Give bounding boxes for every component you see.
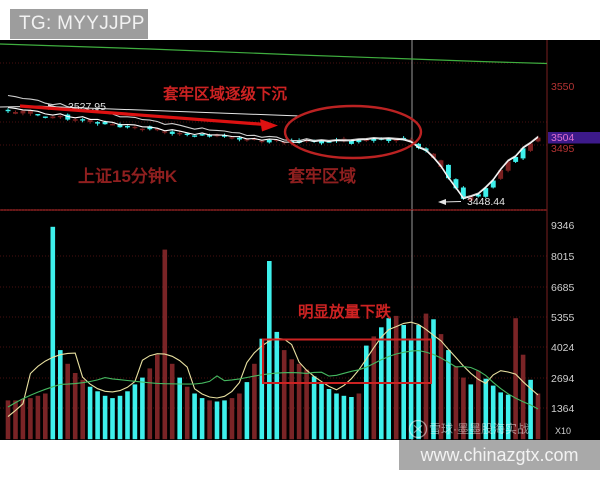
svg-text:套牢区域: 套牢区域 (287, 166, 356, 186)
svg-text:6685: 6685 (551, 282, 575, 294)
svg-text:套牢区域逐级下沉: 套牢区域逐级下沉 (163, 84, 288, 103)
svg-text:上证15分钟K: 上证15分钟K (78, 166, 178, 186)
svg-text:雪球·墨墨股海实战: 雪球·墨墨股海实战 (429, 421, 529, 436)
svg-text:2694: 2694 (551, 373, 575, 385)
svg-text:1364: 1364 (551, 403, 575, 415)
svg-text:3550: 3550 (551, 81, 575, 93)
svg-text:4024: 4024 (551, 342, 575, 354)
svg-text:5355: 5355 (551, 312, 575, 324)
svg-text:9346: 9346 (551, 220, 575, 232)
svg-text:3495: 3495 (551, 143, 575, 155)
svg-text:明显放量下跌: 明显放量下跌 (298, 302, 392, 321)
svg-text:X10: X10 (555, 426, 571, 436)
svg-text:8015: 8015 (551, 251, 575, 263)
svg-text:3448.44: 3448.44 (467, 196, 505, 208)
